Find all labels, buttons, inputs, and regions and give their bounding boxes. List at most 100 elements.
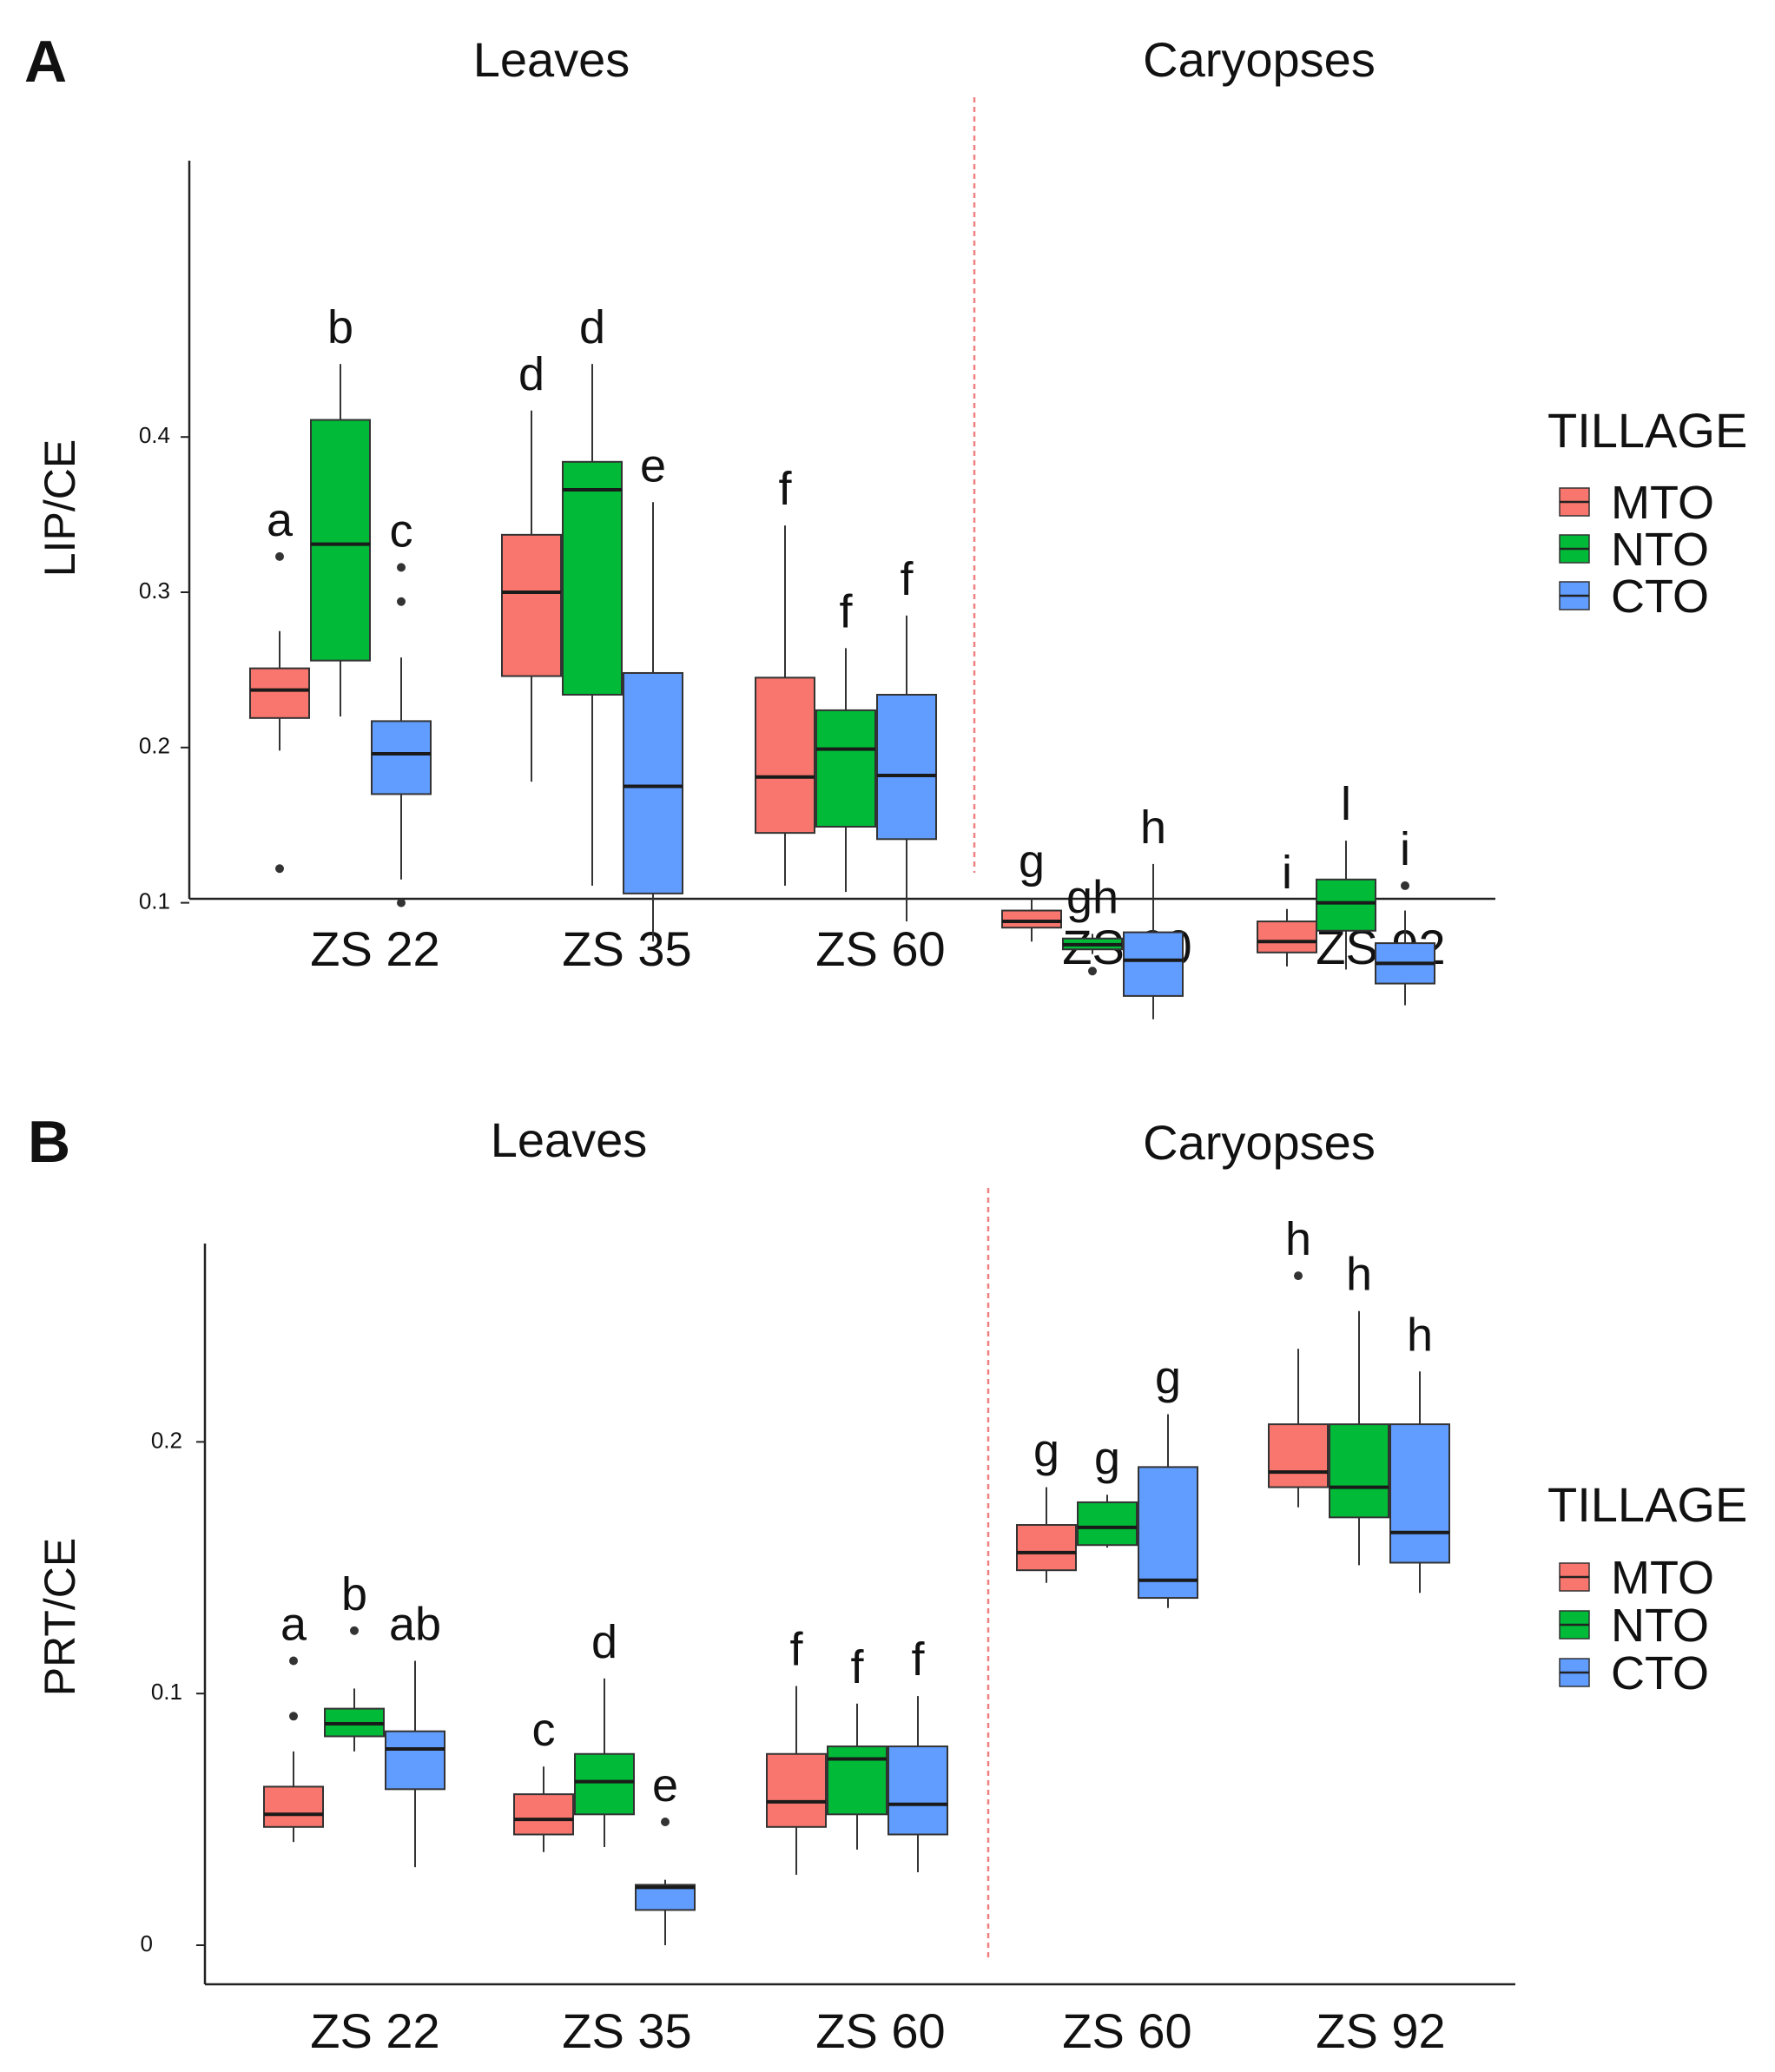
outlier-point	[275, 864, 284, 874]
panel-a-box-nto-2: f	[815, 585, 876, 893]
panel-a-title-leaves: Leaves	[473, 32, 630, 87]
panel-a-legend-label-2: CTO	[1611, 571, 1709, 623]
panel-b-box-mto-1: c	[513, 1704, 574, 1852]
panel-a-y-tick-label-3: 0.4	[139, 422, 170, 448]
panel-a-y-tick-label-0: 0.1	[139, 888, 170, 914]
box-iqr	[562, 460, 623, 696]
panel-b-x-tick-label-4: ZS 92	[1316, 2003, 1445, 2058]
panel-a-boxes: a d f g i b d f gh l c e f h i	[249, 301, 1435, 1020]
significance-label: a	[280, 1599, 307, 1651]
panel-b-box-cto-4: h	[1389, 1309, 1450, 1594]
significance-label: g	[1155, 1352, 1181, 1404]
panel-b-box-cto-2: f	[888, 1633, 948, 1872]
panel-b-y-tick-2: 0.2	[151, 1427, 205, 1453]
box-iqr	[1257, 921, 1317, 954]
significance-label: f	[850, 1641, 864, 1693]
panel-a-box-mto-1: d	[501, 348, 562, 782]
outlier-point	[275, 551, 284, 561]
box-iqr	[815, 709, 876, 828]
panel-b-legend-item-0: MTO	[1559, 1552, 1714, 1604]
significance-label: b	[327, 301, 353, 353]
box-iqr	[876, 694, 937, 841]
box-iqr	[513, 1793, 574, 1836]
significance-label: h	[1346, 1249, 1372, 1301]
box-iqr	[1123, 931, 1184, 997]
panel-b-y-tick-label-1: 0.1	[151, 1679, 182, 1705]
significance-label: g	[1019, 835, 1045, 888]
outlier-point	[289, 1712, 298, 1721]
box-iqr	[1329, 1423, 1389, 1519]
panel-a-y-tick-0: 0.1	[139, 888, 189, 914]
significance-label: d	[579, 301, 605, 353]
panel-b-box-mto-2: f	[766, 1624, 827, 1875]
panel-a-x-tick-label-1: ZS 35	[562, 921, 691, 976]
panel-a-box-cto-3: h	[1123, 802, 1184, 1020]
box-iqr	[310, 419, 371, 662]
panel-a-legend: TILLAGE MTO NTO CTO	[1547, 403, 1747, 623]
panel-a-box-nto-3: gh	[1062, 871, 1123, 976]
panel-a-y-axis-label: LIP/CE	[36, 439, 84, 577]
panel-a-box-cto-0: c	[371, 505, 432, 907]
panel-b-title-caryopses: Caryopses	[1143, 1115, 1376, 1170]
significance-label: f	[789, 1624, 803, 1676]
panel-a-y-tick-label-2: 0.3	[139, 577, 170, 604]
significance-label: f	[900, 553, 914, 605]
panel-a-x-tick-label-0: ZS 22	[310, 921, 439, 976]
panel-a-y-tick-label-1: 0.2	[139, 733, 170, 759]
significance-label: l	[1341, 778, 1351, 830]
significance-label: e	[652, 1759, 678, 1811]
significance-label: e	[640, 439, 666, 492]
significance-label: g	[1094, 1432, 1120, 1484]
panel-b-box-nto-1: d	[574, 1616, 635, 1847]
panel-b-legend-title: TILLAGE	[1547, 1477, 1747, 1532]
panel-a-box-cto-2: f	[876, 553, 937, 922]
panel-a-y-tick-1: 0.2	[139, 733, 189, 759]
panel-b-legend-label-0: MTO	[1611, 1552, 1714, 1604]
box-iqr	[766, 1752, 827, 1828]
box-iqr	[888, 1745, 948, 1836]
box-iqr	[501, 533, 562, 677]
panel-a-box-cto-4: i	[1375, 823, 1435, 1006]
panel-b-x-tick-label-0: ZS 22	[310, 2003, 439, 2058]
panel-a-box-nto-0: b	[310, 301, 371, 717]
panel-b-letter: B	[28, 1109, 70, 1175]
significance-label: g	[1033, 1425, 1059, 1477]
panel-b-box-nto-3: g	[1077, 1432, 1138, 1548]
box-iqr	[574, 1752, 635, 1816]
outlier-point	[289, 1656, 298, 1666]
box-iqr	[1138, 1466, 1198, 1600]
significance-label: c	[532, 1704, 556, 1756]
box-iqr	[623, 671, 683, 894]
box-iqr	[1077, 1501, 1138, 1547]
box-iqr	[385, 1730, 445, 1791]
panel-b-x-tick-label-1: ZS 35	[562, 2003, 691, 2058]
panel-a-letter: A	[24, 29, 67, 95]
panel-a-legend-item-0: MTO	[1559, 477, 1714, 529]
panel-b-x-tick-label-2: ZS 60	[815, 2003, 945, 2058]
panel-a-y-tick-2: 0.3	[139, 577, 189, 604]
panel-b-x-tick-label-3: ZS 60	[1062, 2003, 1191, 2058]
box-iqr	[263, 1785, 324, 1828]
outlier-point	[397, 597, 406, 606]
outlier-point	[661, 1817, 670, 1826]
significance-label: ab	[389, 1599, 441, 1651]
significance-label: h	[1407, 1309, 1433, 1361]
panel-b-legend-item-2: CTO	[1559, 1647, 1709, 1699]
significance-label: f	[839, 585, 853, 637]
panel-b: B Leaves Caryopses PRT/CE 0 0.1 0.2 ZS 2…	[28, 1109, 1747, 2058]
outlier-point	[350, 1626, 359, 1635]
panel-b-y-tick-label-0: 0	[141, 1930, 153, 1957]
panel-b-legend-item-1: NTO	[1559, 1600, 1709, 1652]
outlier-point	[1088, 967, 1097, 976]
outlier-point	[1294, 1271, 1303, 1281]
outlier-point	[397, 898, 406, 907]
panel-b-legend-label-2: CTO	[1611, 1647, 1709, 1699]
significance-label: h	[1285, 1213, 1311, 1265]
outlier-point	[1401, 881, 1409, 890]
panel-b-legend: TILLAGE MTO NTO CTO	[1547, 1477, 1747, 1699]
box-iqr	[755, 676, 815, 835]
significance-label: d	[518, 348, 544, 400]
box-iqr	[1389, 1423, 1450, 1564]
significance-label: h	[1140, 802, 1166, 854]
panel-a-legend-item-1: NTO	[1559, 524, 1709, 576]
